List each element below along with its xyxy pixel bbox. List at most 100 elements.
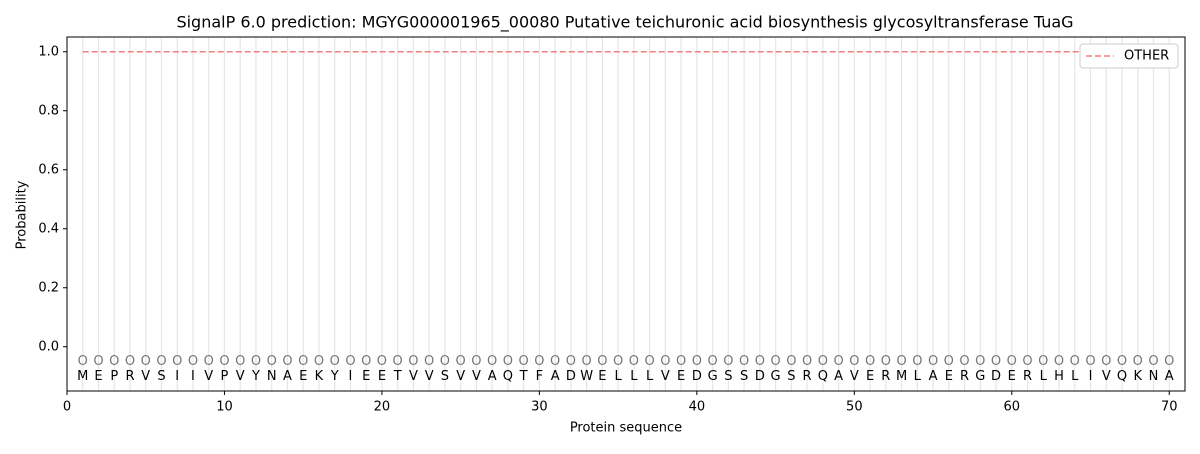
y-tick-label: 1.0 [38, 44, 59, 59]
prediction-label: O [1133, 354, 1143, 369]
y-axis-label: Probability [15, 180, 30, 249]
residue-label: N [1149, 369, 1159, 384]
prediction-label: O [770, 354, 780, 369]
residue-label: R [1023, 369, 1032, 384]
prediction-label: O [1148, 354, 1158, 369]
residue-label: V [1102, 369, 1111, 384]
residue-label: S [787, 369, 795, 384]
prediction-label: O [912, 354, 922, 369]
prediction-label: O [865, 354, 875, 369]
residue-label: F [536, 369, 543, 384]
residue-label: E [1008, 369, 1016, 384]
prediction-label: O [408, 354, 418, 369]
residue-label: A [834, 369, 843, 384]
residue-label: Q [1117, 369, 1127, 384]
residue-label: H [1054, 369, 1064, 384]
chart-title: SignalP 6.0 prediction: MGYG000001965_00… [176, 13, 1073, 33]
prediction-label: O [471, 354, 481, 369]
prediction-label: O [298, 354, 308, 369]
residue-label: V [850, 369, 859, 384]
residue-label: V [409, 369, 418, 384]
residue-label: M [77, 369, 88, 384]
residue-label: G [975, 369, 985, 384]
prediction-label: O [896, 354, 906, 369]
prediction-label: O [676, 354, 686, 369]
x-axis-label: Protein sequence [570, 421, 682, 436]
residue-label: S [724, 369, 732, 384]
residue-label: L [630, 369, 638, 384]
residue-label: V [472, 369, 481, 384]
residue-label: D [991, 369, 1001, 384]
residue-label: Q [503, 369, 513, 384]
x-tick-label: 60 [1004, 400, 1021, 415]
prediction-label: O [109, 354, 119, 369]
residue-label: V [141, 369, 150, 384]
prediction-label: O [204, 354, 214, 369]
residue-label: E [598, 369, 606, 384]
legend-label: OTHER [1124, 49, 1169, 64]
prediction-label: O [582, 354, 592, 369]
prediction-label: O [141, 354, 151, 369]
prediction-label: O [818, 354, 828, 369]
prediction-label: O [613, 354, 623, 369]
prediction-label: O [503, 354, 513, 369]
prediction-label: O [534, 354, 544, 369]
x-tick-label: 30 [531, 400, 548, 415]
residue-label: L [1071, 369, 1079, 384]
residue-label: E [299, 369, 307, 384]
residue-label: A [488, 369, 497, 384]
x-tick-label: 50 [846, 400, 863, 415]
x-tick-label: 70 [1161, 400, 1178, 415]
residue-label: V [661, 369, 670, 384]
prediction-label: O [1022, 354, 1032, 369]
prediction-label: O [1117, 354, 1127, 369]
x-tick-label: 0 [63, 400, 71, 415]
prediction-label: O [881, 354, 891, 369]
residue-label: T [393, 369, 402, 384]
prediction-label: O [330, 354, 340, 369]
prediction-label: O [251, 354, 261, 369]
prediction-label: O [345, 354, 355, 369]
x-tick-label: 40 [689, 400, 706, 415]
residue-label: I [1089, 369, 1093, 384]
prediction-label: O [550, 354, 560, 369]
prediction-label: O [723, 354, 733, 369]
prediction-label: O [692, 354, 702, 369]
residue-label: N [267, 369, 277, 384]
residue-label: Y [251, 369, 260, 384]
residue-label: E [362, 369, 370, 384]
residue-label: R [803, 369, 812, 384]
prediction-label: O [440, 354, 450, 369]
y-tick-label: 0.4 [38, 221, 59, 236]
prediction-label: O [1164, 354, 1174, 369]
prediction-label: O [1101, 354, 1111, 369]
prediction-label: O [660, 354, 670, 369]
prediction-label: O [645, 354, 655, 369]
x-tick-label: 20 [374, 400, 391, 415]
residue-label: E [945, 369, 953, 384]
prediction-label: O [566, 354, 576, 369]
residue-label: T [519, 369, 528, 384]
residue-label: D [692, 369, 702, 384]
residue-label: M [896, 369, 907, 384]
residue-label: I [175, 369, 179, 384]
prediction-label: O [393, 354, 403, 369]
prediction-label: O [267, 354, 277, 369]
residue-label: L [914, 369, 922, 384]
x-tick-label: 10 [216, 400, 233, 415]
prediction-label: O [361, 354, 371, 369]
prediction-label: O [235, 354, 245, 369]
residue-label: G [771, 369, 781, 384]
y-tick-label: 0.6 [38, 162, 59, 177]
residue-label: E [677, 369, 685, 384]
prediction-label: O [188, 354, 198, 369]
prediction-label: O [707, 354, 717, 369]
residue-label: D [566, 369, 576, 384]
prediction-label: O [78, 354, 88, 369]
residue-label: A [929, 369, 938, 384]
prediction-label: O [739, 354, 749, 369]
residue-label: S [740, 369, 748, 384]
prediction-label: O [424, 354, 434, 369]
residue-label: L [646, 369, 654, 384]
residue-label: L [1040, 369, 1048, 384]
